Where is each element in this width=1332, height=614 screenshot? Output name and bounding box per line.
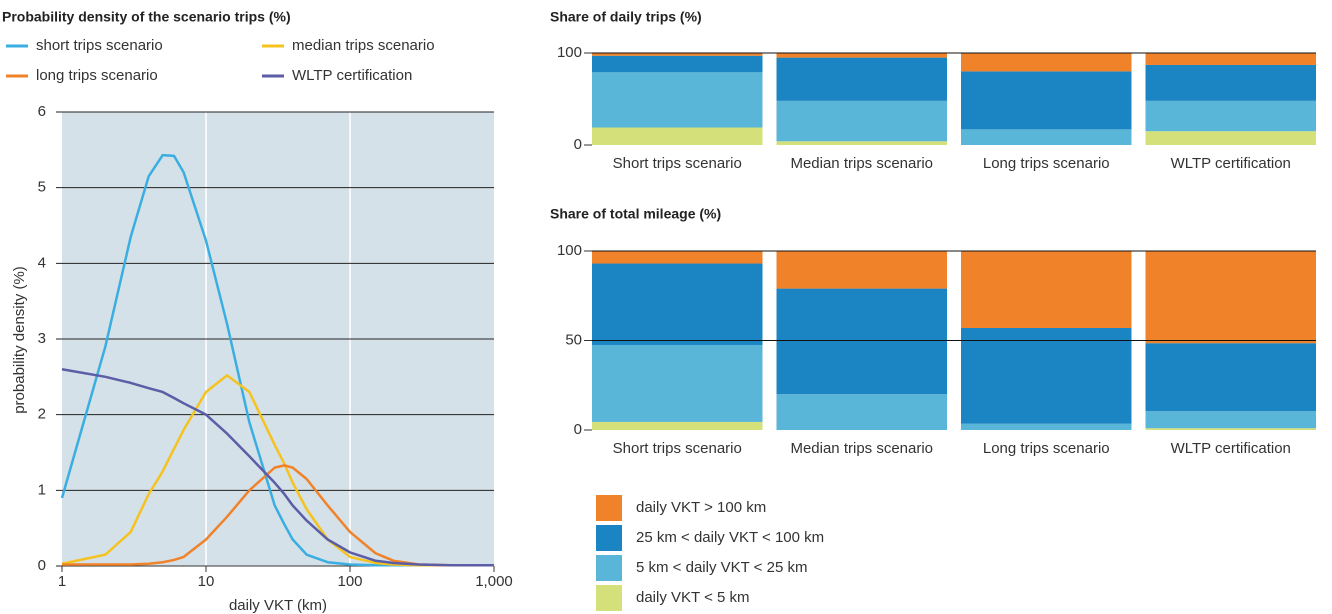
bar-segment — [776, 251, 947, 289]
legend-label: 25 km < daily VKT < 100 km — [636, 529, 824, 546]
bar-segment — [592, 127, 763, 145]
y-axis-label: probability density (%) — [11, 266, 28, 414]
bar-segment — [961, 71, 1132, 130]
bar-segment — [776, 394, 947, 430]
x-tick-label: WLTP certification — [1171, 155, 1291, 172]
bar-segment — [961, 327, 1132, 424]
x-tick-label: 1 — [58, 573, 66, 590]
y-tick-label: 50 — [565, 331, 582, 348]
bar-segment — [1145, 251, 1316, 344]
bar-segment — [961, 251, 1132, 328]
x-tick-label: 100 — [337, 573, 362, 590]
bar-segment — [1145, 100, 1316, 132]
legend-label: short trips scenario — [36, 37, 163, 54]
x-tick-label: Long trips scenario — [983, 155, 1110, 172]
bar-segment — [1145, 131, 1316, 145]
bar-segment — [592, 421, 763, 430]
y-tick-label: 100 — [557, 44, 582, 61]
bar-segment — [1145, 343, 1316, 412]
legend-label: daily VKT > 100 km — [636, 499, 766, 516]
bar-segment — [961, 53, 1132, 72]
legend-swatch — [596, 555, 622, 581]
y-tick-label: 4 — [38, 254, 46, 271]
bar-segment — [776, 100, 947, 142]
y-tick-label: 0 — [574, 421, 582, 438]
y-tick-label: 0 — [38, 557, 46, 574]
x-tick-label: Short trips scenario — [613, 155, 742, 172]
chart-title: Probability density of the scenario trip… — [2, 9, 291, 25]
chart-title: Share of total mileage (%) — [550, 206, 721, 222]
x-tick-label: Long trips scenario — [983, 440, 1110, 457]
legend-label: 5 km < daily VKT < 25 km — [636, 559, 807, 576]
legend-swatch — [596, 495, 622, 521]
line-series — [60, 153, 494, 567]
bar-segment — [961, 423, 1132, 430]
line-series — [61, 368, 494, 567]
y-tick-label: 5 — [38, 179, 46, 196]
bar-segment — [1145, 53, 1316, 65]
y-tick-label: 2 — [38, 406, 46, 423]
y-tick-label: 100 — [557, 242, 582, 259]
bar-segment — [592, 55, 763, 73]
y-tick-label: 0 — [574, 136, 582, 153]
legend-label: median trips scenario — [292, 37, 435, 54]
x-axis-label: daily VKT (km) — [229, 597, 327, 614]
x-tick-label: Median trips scenario — [790, 155, 933, 172]
bar-segment — [1145, 64, 1316, 101]
bar-segment — [776, 141, 947, 145]
legend-label: daily VKT < 5 km — [636, 589, 750, 606]
y-tick-label: 3 — [38, 330, 46, 347]
bar-segment — [961, 129, 1132, 145]
bar-segment — [776, 57, 947, 101]
x-tick-label: 10 — [198, 573, 215, 590]
legend-swatch — [596, 585, 622, 611]
x-tick-label: 1,000 — [475, 573, 513, 590]
line-series — [61, 374, 494, 567]
line-series — [62, 464, 494, 567]
bar-segment — [592, 251, 763, 264]
bar-segment — [776, 288, 947, 395]
x-tick-label: WLTP certification — [1171, 440, 1291, 457]
bar-segment — [592, 72, 763, 128]
x-tick-label: Short trips scenario — [613, 440, 742, 457]
bar-segment — [592, 344, 763, 422]
chart-title: Share of daily trips (%) — [550, 9, 702, 25]
bar-segment — [1145, 411, 1316, 429]
bar-segment — [592, 263, 763, 345]
x-tick-label: Median trips scenario — [790, 440, 933, 457]
y-tick-label: 6 — [38, 103, 46, 120]
legend-label: long trips scenario — [36, 67, 158, 84]
bar-segment — [592, 53, 763, 56]
bar-segment — [1145, 428, 1316, 430]
bar-segment — [776, 53, 947, 58]
legend-label: WLTP certification — [292, 67, 412, 84]
y-tick-label: 1 — [38, 481, 46, 498]
legend-swatch — [596, 525, 622, 551]
